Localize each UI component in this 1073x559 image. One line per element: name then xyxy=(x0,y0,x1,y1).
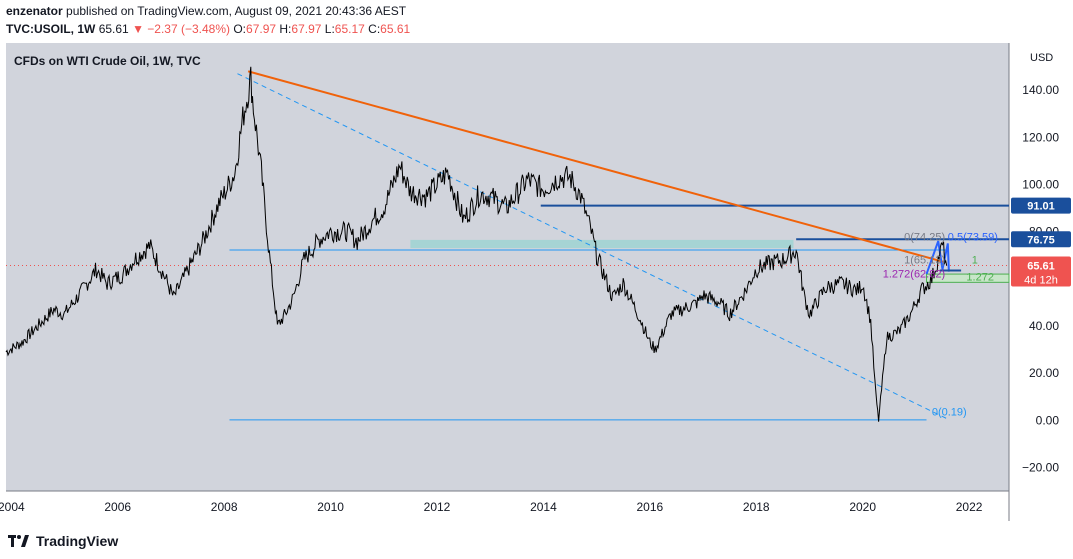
x-tick-labels: 2004 2006 2008 2010 2012 2014 2016 2018 2020 2022 xyxy=(0,500,983,514)
tradingview-logo-icon xyxy=(8,535,29,547)
y-tick-label: 40.00 xyxy=(1029,319,1059,333)
price-tag-76-bg xyxy=(1011,231,1071,248)
last-price-tag: 65.61 xyxy=(1027,261,1055,273)
price-chart[interactable]: CFDs on WTI Crude Oil, 1W, TVC USD 140.0… xyxy=(0,43,1073,521)
close-label: C: xyxy=(368,22,381,36)
x-tick-label: 2014 xyxy=(530,500,557,514)
ext-label-1272: 1.272 xyxy=(966,271,994,283)
price-tag-76: 76.75 xyxy=(1027,234,1055,246)
price-tag-91-bg xyxy=(1011,197,1071,214)
fib-extension-box xyxy=(926,273,1010,283)
abc-pattern xyxy=(925,240,950,275)
y-tick-label: 20.00 xyxy=(1029,366,1059,380)
orange-trendline xyxy=(247,70,946,264)
last-price-tag-bg xyxy=(1011,256,1071,287)
open-value: 67.97 xyxy=(246,22,277,36)
fib-label-05: 0.5(73.59) xyxy=(948,232,998,244)
close-value: 65.61 xyxy=(380,22,411,36)
fib-label-0: 0(74.25) xyxy=(904,232,945,244)
support-zone xyxy=(410,239,794,249)
brand-name: TradingView xyxy=(36,533,119,549)
y-tick-label: −20.00 xyxy=(1022,460,1059,474)
x-tick-label: 2008 xyxy=(211,500,238,514)
x-tick-label: 2022 xyxy=(956,500,983,514)
price-tag-91: 91.01 xyxy=(1027,201,1055,213)
x-tick-label: 2004 xyxy=(0,500,25,514)
x-tick-label: 2012 xyxy=(424,500,451,514)
price-change: ▼ −2.37 (−3.48%) xyxy=(132,22,230,36)
plot-area[interactable] xyxy=(6,43,1009,491)
dashed-trendline xyxy=(237,73,949,420)
publish-info: enzenator published on TradingView.com, … xyxy=(6,4,406,18)
fib-label-1272: 1.272(62.82) xyxy=(883,268,945,280)
low-value: 65.17 xyxy=(334,22,365,36)
y-tick-label: 120.00 xyxy=(1022,130,1059,144)
publisher-name: enzenator xyxy=(6,4,63,18)
y-tick-label: 140.00 xyxy=(1022,83,1059,97)
ext-label-1: 1 xyxy=(972,254,978,266)
bar-countdown: 4d 12h xyxy=(1024,275,1058,287)
x-tick-label: 2020 xyxy=(849,500,876,514)
chart-container[interactable]: CFDs on WTI Crude Oil, 1W, TVC USD 140.0… xyxy=(0,43,1073,521)
high-value: 67.97 xyxy=(291,22,322,36)
open-label: O: xyxy=(233,22,247,36)
y-tick-label: 0.00 xyxy=(1036,413,1060,427)
price-series-line xyxy=(5,66,948,422)
x-tick-label: 2016 xyxy=(636,500,663,514)
fib-label-1: 1(65.13) xyxy=(904,254,945,266)
high-label: H: xyxy=(279,22,292,36)
x-tick-label: 2006 xyxy=(104,500,131,514)
currency-label: USD xyxy=(1030,52,1053,64)
drawings xyxy=(6,70,1010,421)
last-price: 65.61 xyxy=(98,22,129,36)
published-text: published on TradingView.com, August 09,… xyxy=(66,4,407,18)
chart-title: CFDs on WTI Crude Oil, 1W, TVC xyxy=(14,54,201,68)
symbol-label: TVC:USOIL, 1W xyxy=(6,22,96,36)
y-tick-label: 100.00 xyxy=(1022,177,1059,191)
tradingview-brand[interactable]: TradingView xyxy=(8,531,118,551)
x-tick-label: 2018 xyxy=(743,500,770,514)
fib-label-zero: 0(0.19) xyxy=(932,407,967,419)
low-label: L: xyxy=(324,22,335,36)
symbol-info-bar: TVC:USOIL, 1W 65.61 ▼ −2.37 (−3.48%) O:6… xyxy=(6,22,410,36)
x-tick-label: 2010 xyxy=(317,500,344,514)
